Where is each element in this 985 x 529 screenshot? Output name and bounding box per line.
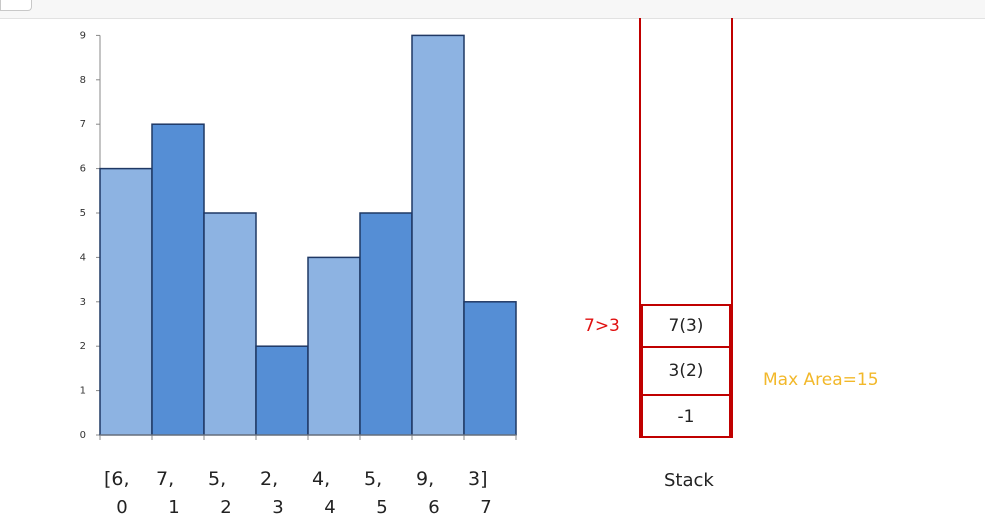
- y-tick-label: 5: [80, 208, 86, 219]
- y-tick-label: 8: [80, 75, 86, 86]
- toolbar-button[interactable]: [0, 0, 32, 11]
- array-value-label: 4,: [312, 468, 331, 490]
- window-top-bar: [0, 0, 985, 19]
- array-index-label: 5: [376, 497, 388, 518]
- y-tick-label: 4: [80, 252, 86, 263]
- y-tick-label: 7: [80, 119, 86, 130]
- array-index-label: 3: [272, 497, 284, 518]
- array-value-label: 2,: [260, 468, 279, 490]
- array-value-label: 5,: [208, 468, 227, 490]
- stack-cell-middle: 3(2): [641, 348, 731, 396]
- array-index-label: 2: [220, 497, 232, 518]
- bar-4: [307, 256, 361, 436]
- comparison-note: 7>3: [584, 316, 620, 336]
- array-index-label: 1: [168, 497, 180, 518]
- array-value-label: 7,: [156, 468, 175, 490]
- bar-2: [203, 212, 257, 436]
- stack-cell-top: 7(3): [641, 304, 731, 348]
- y-tick-label: 9: [80, 30, 86, 41]
- array-value-label: [6,: [104, 468, 130, 490]
- bar-0: [99, 167, 153, 436]
- array-index-label: 7: [480, 497, 492, 518]
- y-tick-label: 3: [80, 297, 86, 308]
- y-tick-label: 0: [80, 430, 86, 441]
- y-tick-label: 1: [80, 386, 86, 397]
- array-value-label: 3]: [468, 468, 488, 490]
- bar-3: [255, 345, 309, 436]
- max-area-note: Max Area=15: [763, 370, 879, 390]
- bar-1: [151, 123, 205, 436]
- bar-5: [359, 212, 413, 436]
- array-index-label: 4: [324, 497, 336, 518]
- array-index-label: 0: [116, 497, 128, 518]
- stack-title: Stack: [664, 470, 714, 491]
- array-value-label: 9,: [416, 468, 435, 490]
- array-index-label: 6: [428, 497, 440, 518]
- bar-7: [463, 301, 517, 436]
- stack-container: [639, 18, 733, 438]
- y-tick-label: 2: [80, 341, 86, 352]
- stack-cell-bottom: -1: [641, 396, 731, 438]
- bar-6: [411, 34, 465, 436]
- array-value-label: 5,: [364, 468, 383, 490]
- histogram-chart: 0 1 2 3 4 5 6 7 8 9: [80, 30, 517, 441]
- y-tick-label: 6: [80, 164, 86, 175]
